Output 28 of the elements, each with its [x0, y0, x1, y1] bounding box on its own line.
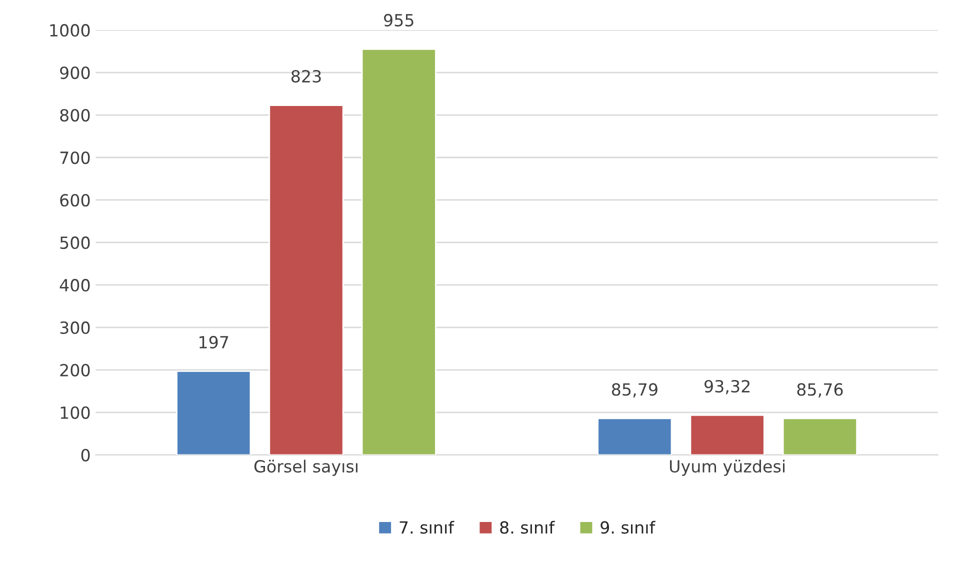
legend-label: 7. sınıf: [400, 520, 454, 534]
legend-label: 9. sınıf: [600, 520, 656, 534]
y-tick-label: 100: [60, 406, 90, 419]
y-tick-label: 600: [60, 194, 90, 207]
bar: [690, 414, 765, 455]
data-label: 85,76: [797, 383, 843, 398]
y-tick-label: 1000: [50, 24, 90, 37]
x-tick-label: Uyum yüzdesi: [670, 460, 784, 476]
y-tick-label: 400: [60, 278, 90, 292]
x-tick-label: Görsel sayısı: [254, 460, 358, 476]
y-tick-label: 800: [60, 108, 90, 122]
bar: [597, 418, 672, 455]
y-tick-label: 0: [81, 448, 90, 462]
bar: [176, 370, 252, 455]
data-label: 85,79: [612, 383, 658, 398]
y-tick-label: 200: [60, 364, 90, 376]
data-label: 93,32: [704, 380, 750, 394]
bar: [268, 104, 344, 455]
y-tick-label: 300: [60, 321, 90, 334]
data-label: 823: [291, 70, 321, 83]
y-tick-label: 900: [60, 66, 90, 80]
bar: [361, 48, 436, 455]
data-label: 197: [200, 336, 228, 349]
y-tick-label: 700: [60, 151, 90, 164]
y-tick-label: 500: [60, 236, 90, 250]
data-label: 955: [384, 14, 414, 26]
bar: [782, 418, 858, 455]
legend-label: 8. sınıf: [500, 520, 555, 534]
